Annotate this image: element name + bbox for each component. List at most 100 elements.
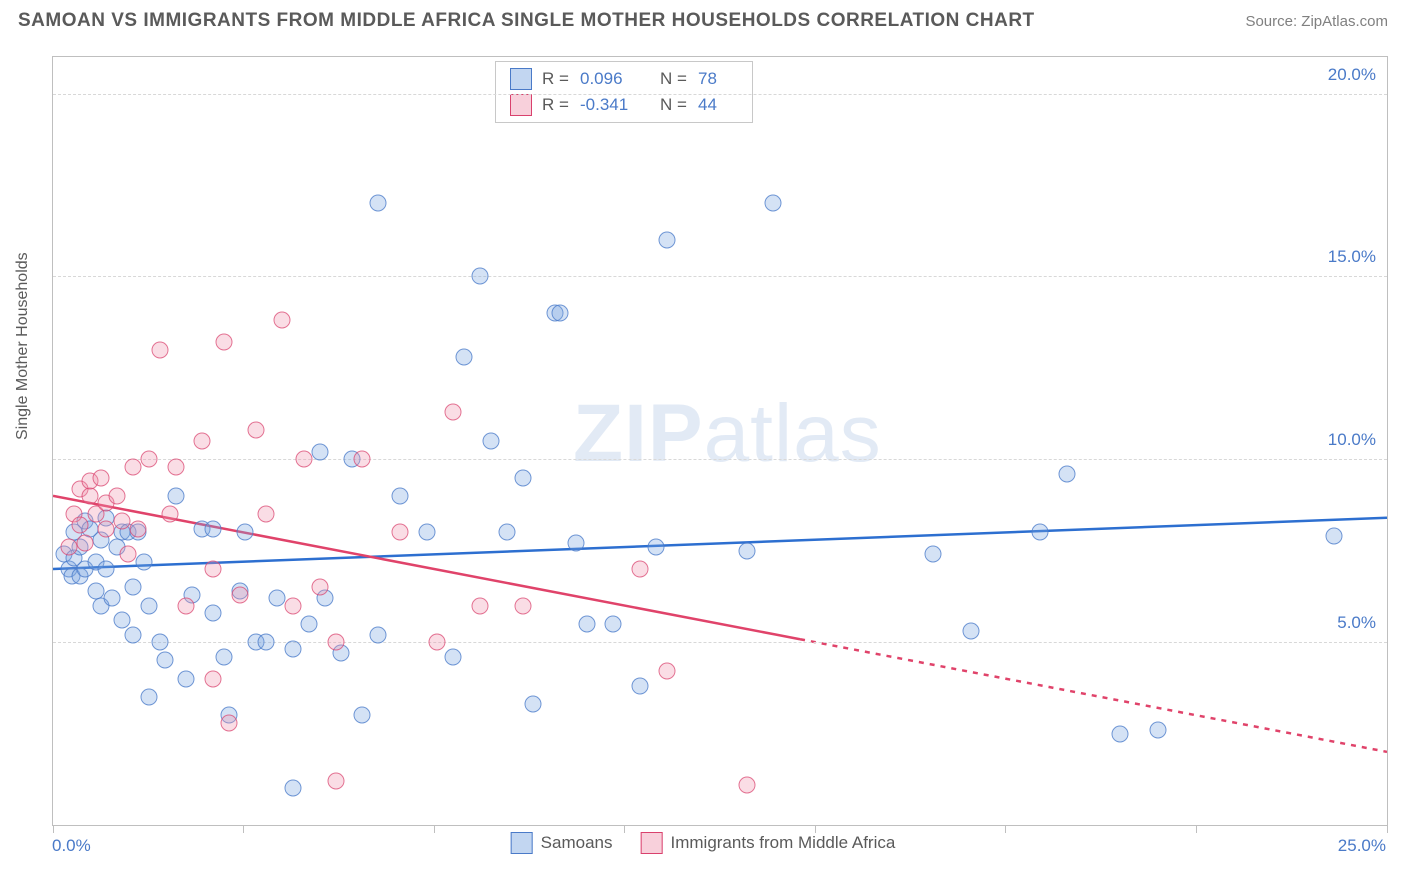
data-point-samoans [370, 195, 387, 212]
data-point-samoans [258, 634, 275, 651]
data-point-middle-africa [77, 535, 94, 552]
y-tick-label: 5.0% [1316, 613, 1376, 633]
data-point-samoans [354, 707, 371, 724]
legend-item: Samoans [511, 832, 613, 854]
y-axis-label: Single Mother Households [14, 252, 32, 440]
data-point-samoans [1325, 528, 1342, 545]
data-point-samoans [125, 626, 142, 643]
x-tick [1005, 825, 1006, 833]
x-tick [1387, 825, 1388, 833]
legend-item: Immigrants from Middle Africa [640, 832, 895, 854]
data-point-samoans [103, 590, 120, 607]
stat-r-value: -0.341 [580, 95, 650, 115]
data-point-samoans [658, 231, 675, 248]
series-legend: Samoans Immigrants from Middle Africa [511, 832, 896, 854]
data-point-samoans [285, 780, 302, 797]
stats-legend-box: R =0.096N =78R =-0.341N =44 [495, 61, 753, 123]
stat-r-value: 0.096 [580, 69, 650, 89]
gridline [53, 94, 1387, 95]
data-point-samoans [285, 641, 302, 658]
data-point-samoans [567, 535, 584, 552]
data-point-middle-africa [151, 341, 168, 358]
data-point-middle-africa [93, 469, 110, 486]
plot-area: ZIPatlas R =0.096N =78R =-0.341N =44 [52, 56, 1388, 826]
data-point-middle-africa [354, 451, 371, 468]
data-point-samoans [418, 524, 435, 541]
data-point-samoans [178, 670, 195, 687]
gridline [53, 276, 1387, 277]
data-point-middle-africa [167, 458, 184, 475]
data-point-middle-africa [205, 561, 222, 578]
x-tick [1196, 825, 1197, 833]
data-point-samoans [151, 634, 168, 651]
data-point-samoans [471, 268, 488, 285]
stat-r-label: R = [542, 69, 570, 89]
data-point-samoans [514, 469, 531, 486]
data-point-samoans [141, 597, 158, 614]
data-point-middle-africa [327, 773, 344, 790]
data-point-samoans [498, 524, 515, 541]
data-point-samoans [205, 520, 222, 537]
data-point-samoans [578, 615, 595, 632]
stat-n-label: N = [660, 95, 688, 115]
data-point-middle-africa [141, 451, 158, 468]
source-attribution: Source: ZipAtlas.com [1245, 13, 1388, 30]
data-point-middle-africa [285, 597, 302, 614]
data-point-middle-africa [205, 670, 222, 687]
y-tick-label: 10.0% [1316, 430, 1376, 450]
x-axis-max-label: 25.0% [1338, 836, 1386, 856]
data-point-samoans [135, 553, 152, 570]
data-point-middle-africa [445, 403, 462, 420]
data-point-samoans [1112, 725, 1129, 742]
data-point-middle-africa [258, 506, 275, 523]
data-point-samoans [962, 623, 979, 640]
data-point-middle-africa [82, 487, 99, 504]
x-tick [53, 825, 54, 833]
legend-label: Immigrants from Middle Africa [670, 833, 895, 853]
pink-swatch-icon [640, 832, 662, 854]
data-point-samoans [738, 542, 755, 559]
x-tick [434, 825, 435, 833]
data-point-middle-africa [311, 579, 328, 596]
x-tick [243, 825, 244, 833]
data-point-samoans [98, 561, 115, 578]
data-point-samoans [1058, 465, 1075, 482]
data-point-middle-africa [71, 517, 88, 534]
data-point-middle-africa [98, 520, 115, 537]
data-point-middle-africa [658, 663, 675, 680]
data-point-middle-africa [221, 714, 238, 731]
data-point-middle-africa [327, 634, 344, 651]
data-point-samoans [157, 652, 174, 669]
data-point-samoans [114, 612, 131, 629]
gridline [53, 459, 1387, 460]
data-point-middle-africa [247, 422, 264, 439]
data-point-middle-africa [391, 524, 408, 541]
stat-n-label: N = [660, 69, 688, 89]
data-point-middle-africa [130, 520, 147, 537]
data-point-samoans [1032, 524, 1049, 541]
data-point-middle-africa [61, 539, 78, 556]
data-point-middle-africa [429, 634, 446, 651]
data-point-samoans [125, 579, 142, 596]
data-point-samoans [237, 524, 254, 541]
stat-n-value: 44 [698, 95, 738, 115]
data-point-samoans [215, 648, 232, 665]
data-point-samoans [455, 348, 472, 365]
blue-swatch-icon [511, 832, 533, 854]
data-point-middle-africa [274, 312, 291, 329]
x-axis-min-label: 0.0% [52, 836, 91, 856]
data-point-middle-africa [125, 458, 142, 475]
y-tick-label: 15.0% [1316, 247, 1376, 267]
data-point-middle-africa [109, 487, 126, 504]
data-point-samoans [925, 546, 942, 563]
chart-title: SAMOAN VS IMMIGRANTS FROM MIDDLE AFRICA … [18, 10, 1035, 32]
data-point-samoans [301, 615, 318, 632]
data-point-samoans [765, 195, 782, 212]
data-point-samoans [525, 696, 542, 713]
data-point-middle-africa [114, 513, 131, 530]
watermark: ZIPatlas [573, 387, 882, 481]
trend-lines-layer [53, 57, 1387, 825]
y-tick-label: 20.0% [1316, 65, 1376, 85]
stat-n-value: 78 [698, 69, 738, 89]
data-point-samoans [167, 487, 184, 504]
